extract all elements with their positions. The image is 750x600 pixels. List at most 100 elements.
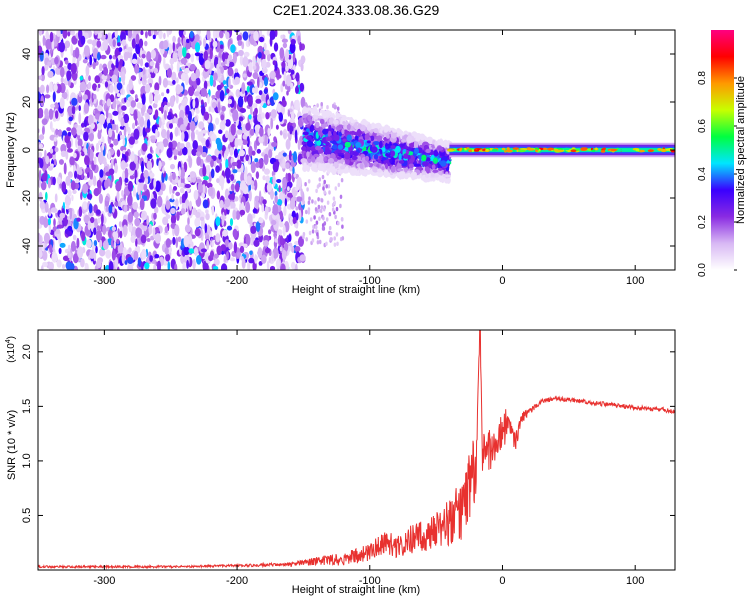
- spectrogram-cell: [300, 158, 308, 164]
- spectrogram-cell: [297, 139, 301, 150]
- spectrogram-cell: [283, 71, 287, 83]
- spectrogram-cell: [377, 168, 382, 173]
- spectrogram-cell: [316, 103, 319, 108]
- spectrogram-cell: [216, 190, 221, 200]
- spectrogram-cell: [108, 229, 113, 239]
- spectrogram-cell: [158, 117, 162, 129]
- spectrogram-cell: [64, 194, 71, 207]
- spectrogram-cell: [305, 219, 309, 224]
- spectrogram-cell: [512, 147, 519, 150]
- spectrogram-cell: [326, 105, 329, 110]
- spectrogram-cell: [77, 169, 83, 176]
- spectrogram-cell: [398, 160, 405, 164]
- spectrogram-cell: [263, 153, 269, 166]
- spectrogram-cell: [635, 148, 640, 152]
- spectrogram-cell: [204, 223, 208, 234]
- spectrogram-cell: [280, 34, 284, 40]
- spectrogram-cell: [547, 147, 554, 151]
- spectrogram-cell: [153, 93, 159, 105]
- spectrogram-cell: [323, 156, 327, 162]
- spectrogram-cell: [71, 105, 76, 115]
- spectrogram-cell: [48, 108, 54, 120]
- spectrogram-cell: [78, 90, 82, 98]
- spectrogram-cell: [287, 85, 291, 93]
- spectrogram-cell: [326, 200, 330, 205]
- spectrogram-cell: [329, 231, 333, 236]
- spectrogram-cell: [189, 63, 196, 71]
- spectrogram-cell: [432, 169, 439, 173]
- spectrogram-cell: [434, 141, 438, 148]
- spectrogram-cell: [149, 182, 154, 190]
- spectrogram-cell: [471, 149, 475, 152]
- spectrogram-cell: [298, 236, 304, 247]
- spectrogram-cell: [197, 181, 203, 193]
- spectrogram-cell: [257, 76, 260, 89]
- spectrogram-cell: [317, 130, 323, 136]
- spectrogram-cell: [123, 51, 129, 62]
- spectrogram-cell: [188, 110, 192, 123]
- spectrogram-cell: [130, 89, 135, 95]
- spectrogram-cell: [47, 177, 52, 189]
- spectrogram-cell: [80, 35, 86, 45]
- spectrogram-cell: [72, 253, 79, 264]
- spectrogram-cell: [167, 43, 173, 55]
- spectrogram-cell: [208, 106, 212, 113]
- spectrogram-cell: [335, 206, 339, 212]
- snr-scale-exponent: 4: [5, 339, 12, 343]
- spectrogram-cell: [79, 75, 84, 81]
- spectrogram-cell: [323, 190, 327, 195]
- spectrogram-cell: [140, 234, 147, 244]
- spectrogram-cell: [285, 65, 289, 72]
- spectrogram-cell: [282, 177, 287, 189]
- spectrogram-cell: [70, 180, 76, 191]
- spectrogram-cell: [217, 68, 221, 78]
- spectrogram-cell: [341, 224, 344, 229]
- spectrogram-cell: [215, 233, 221, 243]
- spectrogram-cell: [87, 82, 92, 90]
- spectrogram-cell: [203, 50, 208, 61]
- spectrogram-cell: [266, 260, 270, 270]
- spectrogram-cell: [269, 78, 275, 83]
- spectrogram-cell: [144, 62, 150, 68]
- spectrogram-cell: [57, 224, 63, 229]
- spectrogram-cell: [136, 102, 143, 109]
- spectrogram-cell: [127, 46, 133, 53]
- spectrogram-cell: [329, 117, 334, 125]
- spectrogram-cell: [373, 128, 379, 134]
- spectrogram-cell: [268, 229, 272, 235]
- spectrogram-cell: [300, 96, 306, 108]
- spectrogram-cell: [170, 163, 175, 170]
- spectrogram-cell: [93, 240, 98, 247]
- spectrogram-cell: [381, 166, 385, 171]
- x-tick-label: -200: [226, 575, 248, 587]
- spectrogram-cell: [138, 178, 143, 183]
- spectrogram-cell: [266, 182, 273, 193]
- snr-x-ticks: -300 -200 -100 0 100: [93, 330, 644, 587]
- spectrogram-cell: [82, 183, 89, 194]
- spectrogram-cell: [153, 192, 157, 197]
- spectrogram-cell: [71, 194, 74, 202]
- spectrogram-cell: [194, 228, 201, 237]
- spectrogram-cell: [302, 107, 309, 114]
- spectrogram-cell: [182, 45, 187, 58]
- spectrogram-cell: [176, 211, 180, 222]
- spectrogram-cell: [55, 110, 59, 119]
- spectrogram-cell: [109, 94, 115, 103]
- spectrogram-cell: [233, 241, 238, 254]
- spectrogram-cell: [485, 149, 489, 152]
- spectrogram-cell: [376, 135, 383, 143]
- spectrogram-cell: [424, 174, 430, 178]
- snr-scale-prefix: (x10: [6, 343, 17, 363]
- spectrogram-cell: [123, 205, 128, 213]
- spectrogram-cell: [127, 256, 134, 264]
- spectrogram-cell: [303, 162, 307, 167]
- spectrogram-cell: [196, 254, 202, 265]
- spectrogram-cell: [164, 247, 169, 255]
- spectrogram-cell: [337, 182, 341, 188]
- spectrogram-cell: [279, 130, 283, 136]
- spectrogram-cell: [184, 224, 191, 233]
- spectrogram-cell: [198, 121, 205, 130]
- spectrogram-cell: [66, 230, 73, 237]
- spectrogram-cell: [112, 39, 116, 48]
- spectrogram-cell: [219, 199, 224, 209]
